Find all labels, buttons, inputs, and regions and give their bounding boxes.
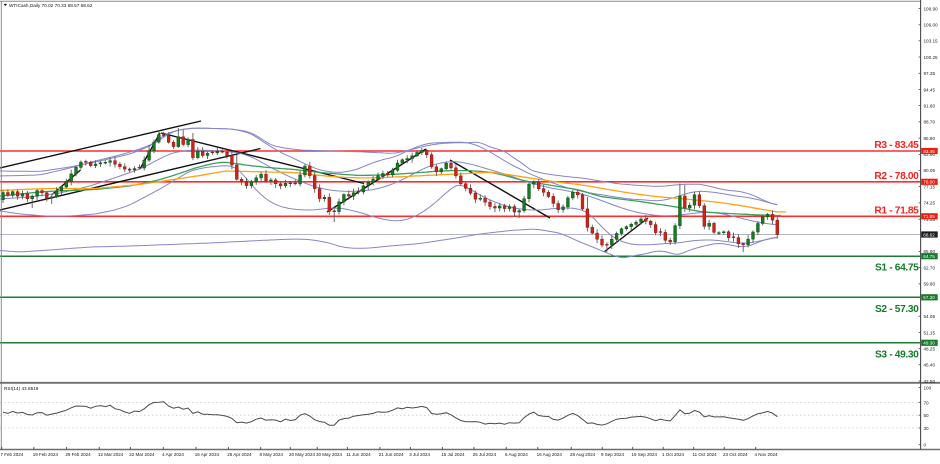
svg-text:28 Aug 2024: 28 Aug 2024 [570,452,596,457]
svg-text:S1 - 64.75: S1 - 64.75 [875,263,919,274]
svg-text:11 Jun 2024: 11 Jun 2024 [346,452,371,457]
svg-text:48.25: 48.25 [924,347,936,352]
svg-text:85.80: 85.80 [924,136,936,141]
svg-text:19 Sep 2024: 19 Sep 2024 [632,452,658,457]
svg-text:50: 50 [924,413,930,418]
svg-text:42.50: 42.50 [924,379,936,384]
svg-text:4 Nov 2024: 4 Nov 2024 [755,452,779,457]
svg-text:15 Jul 2024: 15 Jul 2024 [441,452,465,457]
svg-text:R3 - 83.45: R3 - 83.45 [874,140,919,151]
svg-text:100: 100 [924,385,932,390]
svg-text:0: 0 [924,443,927,448]
svg-text:91.60: 91.60 [924,103,936,108]
svg-text:83.45: 83.45 [923,149,935,154]
svg-text:65.60: 65.60 [924,249,936,254]
svg-text:20 May 2024: 20 May 2024 [289,452,316,457]
svg-text:16 Aug 2024: 16 Aug 2024 [537,452,563,457]
svg-text:12 Mar 2024: 12 Mar 2024 [98,452,124,457]
svg-text:108.90: 108.90 [924,6,938,11]
svg-text:19 Feb 2024: 19 Feb 2024 [33,452,59,457]
svg-text:70: 70 [924,400,930,405]
svg-text:RSI(14) 43.8519: RSI(14) 43.8519 [4,386,39,391]
svg-text:82.90: 82.90 [924,152,936,157]
svg-text:25 Jul 2024: 25 Jul 2024 [473,452,497,457]
svg-text:11 Oct 2024: 11 Oct 2024 [693,452,718,457]
svg-text:74.25: 74.25 [924,201,936,206]
svg-text:51.15: 51.15 [924,330,936,335]
svg-text:S3 - 49.30: S3 - 49.30 [875,349,919,360]
svg-text:4 Apr 2024: 4 Apr 2024 [162,452,184,457]
svg-text:59.80: 59.80 [924,282,936,287]
svg-text:49.30: 49.30 [923,341,935,346]
svg-text:62.70: 62.70 [924,266,936,271]
svg-text:71.85: 71.85 [923,214,935,219]
svg-text:3 Jul 2024: 3 Jul 2024 [409,452,430,457]
svg-text:71.35: 71.35 [924,217,936,222]
svg-text:WTICash,Daily 70.02 70.33 68.: WTICash,Daily 70.02 70.33 68.57 68.62 [9,3,93,8]
svg-text:54.05: 54.05 [924,314,936,319]
svg-text:68.62: 68.62 [923,232,935,237]
svg-text:29 Feb 2024: 29 Feb 2024 [65,452,91,457]
svg-text:R1 - 71.85: R1 - 71.85 [874,205,919,216]
svg-text:45.40: 45.40 [924,363,936,368]
svg-text:S2 - 57.30: S2 - 57.30 [875,304,919,315]
svg-text:80.05: 80.05 [924,168,936,173]
svg-text:57.30: 57.30 [923,295,935,300]
svg-text:78.00: 78.00 [923,180,935,185]
svg-text:77.15: 77.15 [924,184,936,189]
svg-text:22 Mar 2024: 22 Mar 2024 [129,452,155,457]
svg-text:103.15: 103.15 [924,39,938,44]
svg-text:16 Apr 2024: 16 Apr 2024 [195,452,220,457]
svg-text:64.75: 64.75 [923,254,935,259]
svg-text:94.45: 94.45 [924,87,936,92]
svg-text:26 Apr 2024: 26 Apr 2024 [227,452,252,457]
svg-text:88.70: 88.70 [924,120,936,125]
svg-text:106.00: 106.00 [924,23,938,28]
svg-text:30 May 2024: 30 May 2024 [316,452,343,457]
svg-text:9 Sep 2024: 9 Sep 2024 [601,452,625,457]
svg-text:1 Oct 2024: 1 Oct 2024 [662,452,685,457]
svg-text:R2 - 78.00: R2 - 78.00 [874,171,919,182]
svg-text:7 Feb 2024: 7 Feb 2024 [1,452,24,457]
svg-text:8 May 2024: 8 May 2024 [260,452,284,457]
svg-text:100.25: 100.25 [924,55,938,60]
svg-text:97.35: 97.35 [924,71,936,76]
svg-text:6 Aug 2024: 6 Aug 2024 [505,452,528,457]
svg-text:23 Oct 2024: 23 Oct 2024 [723,452,748,457]
svg-text:30: 30 [924,426,930,431]
svg-text:21 Jun 2024: 21 Jun 2024 [379,452,404,457]
